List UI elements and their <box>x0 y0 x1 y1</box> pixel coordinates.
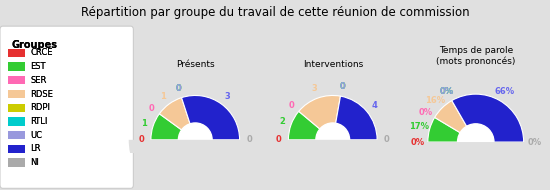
FancyBboxPatch shape <box>8 145 25 153</box>
Text: 1: 1 <box>161 92 167 101</box>
Text: UC: UC <box>30 131 42 140</box>
Circle shape <box>458 124 494 160</box>
Text: 2: 2 <box>279 117 285 126</box>
Wedge shape <box>452 94 524 142</box>
FancyBboxPatch shape <box>8 76 25 85</box>
FancyBboxPatch shape <box>8 49 25 57</box>
Text: 0: 0 <box>276 135 282 144</box>
Circle shape <box>178 123 212 157</box>
Title: Temps de parole
(mots prononcés): Temps de parole (mots prononcés) <box>436 46 515 66</box>
FancyBboxPatch shape <box>8 76 25 85</box>
Text: 3: 3 <box>224 92 230 101</box>
Wedge shape <box>434 101 476 142</box>
FancyBboxPatch shape <box>8 49 25 57</box>
Text: 0: 0 <box>339 82 345 91</box>
FancyBboxPatch shape <box>8 104 25 112</box>
FancyBboxPatch shape <box>8 90 25 98</box>
Wedge shape <box>404 142 548 190</box>
FancyBboxPatch shape <box>8 117 25 126</box>
Text: 4: 4 <box>371 101 377 110</box>
Text: EST: EST <box>30 62 46 71</box>
Text: RDPI: RDPI <box>30 103 50 112</box>
Text: 0: 0 <box>138 135 144 144</box>
FancyBboxPatch shape <box>8 117 25 126</box>
Text: 16%: 16% <box>425 96 445 105</box>
Text: Groupes: Groupes <box>11 40 57 50</box>
Text: Répartition par groupe du travail de cette réunion de commission: Répartition par groupe du travail de cet… <box>81 6 469 19</box>
FancyBboxPatch shape <box>8 90 25 98</box>
FancyBboxPatch shape <box>8 104 25 112</box>
Text: 0: 0 <box>148 104 155 112</box>
Text: 66%: 66% <box>495 87 515 96</box>
Text: 1: 1 <box>141 119 147 128</box>
Wedge shape <box>288 111 333 140</box>
FancyBboxPatch shape <box>8 63 25 71</box>
Text: NI: NI <box>30 158 39 167</box>
Text: 0: 0 <box>339 82 345 91</box>
Text: EST: EST <box>30 62 46 71</box>
Title: Présents: Présents <box>176 60 214 69</box>
Text: 0: 0 <box>175 84 182 93</box>
Text: Groupes: Groupes <box>11 40 57 50</box>
Wedge shape <box>129 140 262 190</box>
Text: 3: 3 <box>311 85 317 93</box>
Text: 0%: 0% <box>527 138 541 146</box>
FancyBboxPatch shape <box>8 131 25 139</box>
Text: 0%: 0% <box>419 108 433 116</box>
Wedge shape <box>160 98 195 140</box>
Text: RTLI: RTLI <box>30 117 48 126</box>
Text: 0%: 0% <box>410 138 425 146</box>
Text: 0: 0 <box>175 84 182 93</box>
FancyBboxPatch shape <box>8 131 25 139</box>
Text: LR: LR <box>30 144 41 153</box>
Wedge shape <box>299 95 340 140</box>
Text: RTLI: RTLI <box>30 117 48 126</box>
Text: 0: 0 <box>384 135 390 144</box>
Text: SER: SER <box>30 76 47 85</box>
Wedge shape <box>428 117 476 142</box>
Title: Interventions: Interventions <box>302 60 363 69</box>
Wedge shape <box>266 140 399 190</box>
Text: RDSE: RDSE <box>30 89 53 99</box>
Text: 17%: 17% <box>409 122 430 131</box>
Text: UC: UC <box>30 131 42 140</box>
Text: 0%: 0% <box>439 87 454 96</box>
Text: RDPI: RDPI <box>30 103 50 112</box>
FancyBboxPatch shape <box>8 145 25 153</box>
Text: CRCE: CRCE <box>30 48 53 57</box>
Text: RDSE: RDSE <box>30 89 53 99</box>
FancyBboxPatch shape <box>8 158 25 167</box>
Wedge shape <box>182 95 240 140</box>
FancyBboxPatch shape <box>8 158 25 167</box>
Text: 0%: 0% <box>439 87 454 96</box>
Text: SER: SER <box>30 76 47 85</box>
Text: LR: LR <box>30 144 41 153</box>
Wedge shape <box>333 96 377 140</box>
Text: 0: 0 <box>175 84 182 93</box>
FancyBboxPatch shape <box>0 26 133 188</box>
Text: 0: 0 <box>339 82 345 91</box>
Circle shape <box>316 123 350 157</box>
Text: NI: NI <box>30 158 39 167</box>
Wedge shape <box>151 114 195 140</box>
Text: 0: 0 <box>246 135 252 144</box>
FancyBboxPatch shape <box>8 63 25 71</box>
Text: 0: 0 <box>288 101 294 110</box>
Text: CRCE: CRCE <box>30 48 53 57</box>
Text: 0%: 0% <box>439 87 454 96</box>
